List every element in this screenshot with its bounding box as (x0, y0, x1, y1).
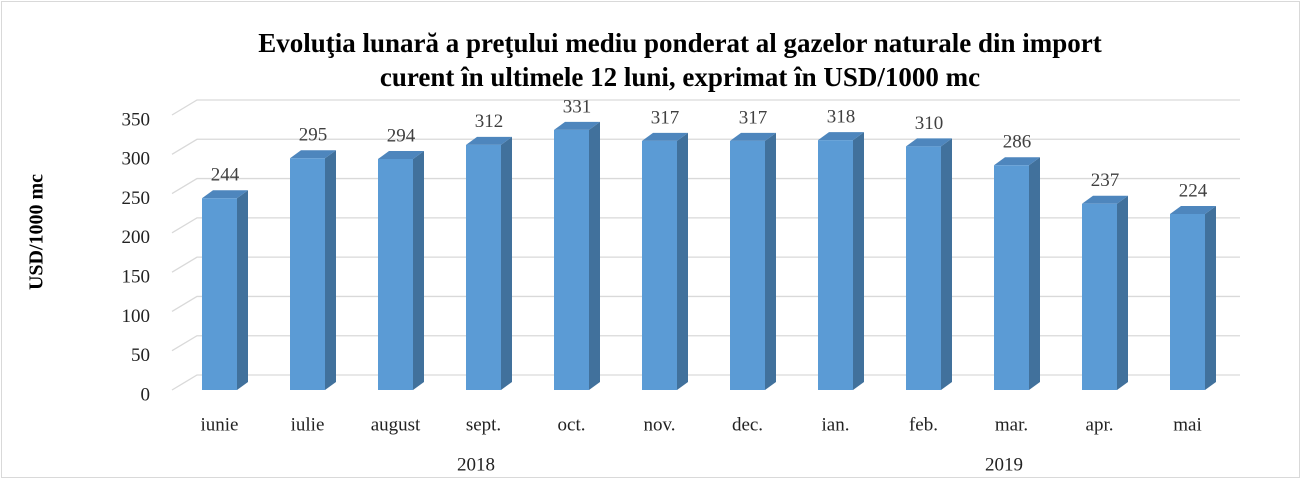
bar-side (1205, 206, 1216, 390)
bar (818, 132, 864, 390)
bar-side (589, 121, 600, 390)
x-tick-label: sept. (466, 414, 501, 435)
chart-title: curent în ultimele 12 luni, exprimat în … (380, 62, 980, 92)
value-label: 286 (1003, 132, 1032, 153)
value-label: 331 (563, 96, 592, 117)
value-label: 237 (1091, 170, 1120, 191)
bar-front (1170, 214, 1205, 390)
grid-line (171, 374, 1240, 391)
bar-front (730, 140, 765, 390)
x-tick-label: iunie (201, 414, 239, 435)
y-axis-label: USD/1000 mc (26, 174, 48, 290)
value-label: 294 (387, 125, 416, 146)
value-label: 312 (475, 111, 504, 132)
bar (290, 150, 336, 390)
bar (994, 157, 1040, 390)
bar (642, 132, 688, 390)
bar-side (1117, 195, 1128, 390)
bar-front (994, 165, 1029, 390)
grid-line (171, 177, 1240, 195)
bar (1170, 206, 1216, 390)
bar (202, 190, 248, 390)
grid-line (171, 335, 1240, 352)
year-label: 2019 (985, 454, 1023, 475)
value-label: 295 (299, 125, 328, 146)
bar-top (1082, 195, 1128, 204)
bar-front (202, 198, 237, 390)
value-label: 310 (915, 113, 944, 134)
bar-side (1029, 157, 1040, 390)
bar-side (941, 138, 952, 390)
bar-front (554, 129, 589, 390)
y-tick-label: 250 (122, 188, 151, 209)
x-tick-label: august (371, 414, 421, 435)
bar-side (325, 150, 336, 390)
bar-top (730, 132, 776, 141)
grid-line (171, 138, 1240, 155)
y-tick-label: 150 (122, 267, 151, 288)
value-label: 244 (211, 165, 240, 186)
bar-front (642, 140, 677, 390)
y-tick-label: 0 (141, 384, 151, 405)
bar (554, 121, 600, 390)
y-tick-label: 200 (122, 227, 151, 248)
bar (730, 132, 776, 390)
bar-side (237, 190, 248, 390)
bar-side (501, 136, 512, 390)
bar-top (378, 151, 424, 159)
year-label: 2018 (457, 454, 495, 475)
x-tick-label: mar. (995, 414, 1028, 435)
y-tick-label: 300 (122, 149, 151, 170)
value-label: 224 (1179, 180, 1208, 201)
bar-front (466, 144, 501, 390)
bar-front (378, 159, 413, 390)
bar-top (466, 136, 512, 145)
bar (378, 151, 424, 390)
bar-side (853, 132, 864, 390)
bar-side (765, 132, 776, 390)
bar-front (1082, 203, 1117, 390)
bar (1082, 195, 1128, 390)
grid-line (171, 256, 1240, 273)
y-tick-label: 50 (131, 345, 150, 366)
x-tick-label: iulie (291, 414, 325, 435)
bar-front (290, 158, 325, 390)
bar (906, 138, 952, 390)
y-tick-label: 100 (122, 306, 151, 327)
value-label: 317 (739, 107, 768, 128)
bar-top (994, 157, 1040, 166)
x-tick-label: apr. (1086, 414, 1114, 435)
bar-side (413, 151, 424, 390)
x-tick-label: nov. (643, 414, 675, 435)
x-tick-label: mai (1173, 414, 1202, 435)
x-tick-label: oct. (558, 414, 586, 435)
bar-top (202, 190, 248, 199)
bar-top (906, 138, 952, 147)
bar-top (554, 121, 600, 130)
grid-line (171, 295, 1240, 312)
bar (466, 136, 512, 390)
y-tick-label: 350 (122, 109, 151, 130)
bar-front (906, 146, 941, 390)
x-tick-label: feb. (909, 414, 938, 435)
grid-line (171, 217, 1240, 234)
bar-top (642, 132, 688, 141)
x-tick-label: ian. (822, 414, 850, 435)
grid-line (171, 99, 1240, 116)
value-label: 318 (827, 107, 856, 128)
bar-front (818, 140, 853, 390)
bar-side (677, 132, 688, 390)
chart-title: Evoluţia lunară a preţului mediu pondera… (258, 28, 1102, 58)
x-tick-label: dec. (732, 414, 763, 435)
bar-top (290, 150, 336, 159)
bar-top (818, 132, 864, 141)
bar-top (1170, 206, 1216, 214)
value-label: 317 (651, 107, 680, 128)
